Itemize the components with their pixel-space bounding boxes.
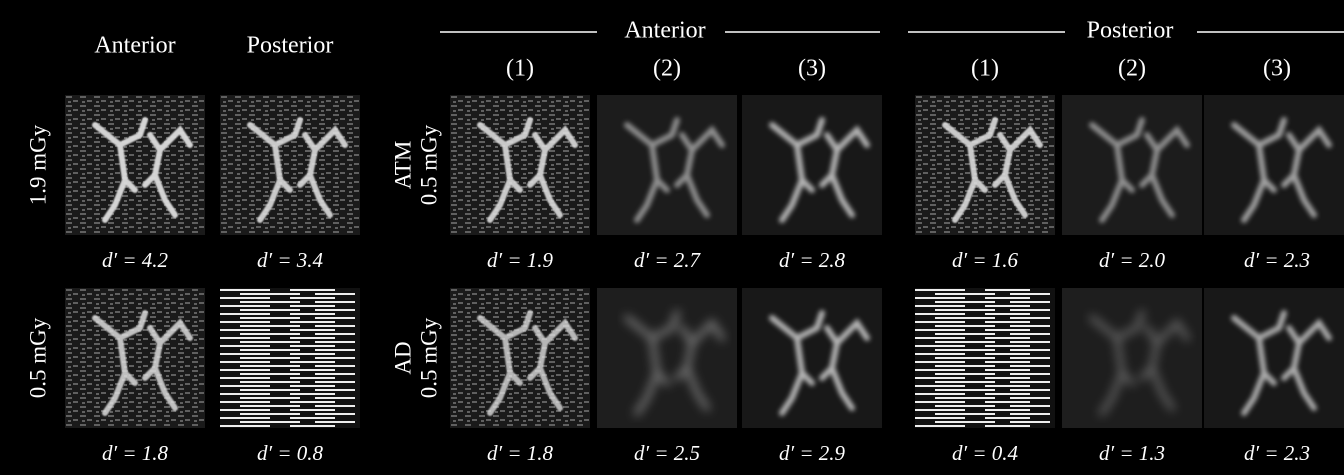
metric: d′ = 1.3 [1099, 441, 1165, 465]
image-panel [597, 95, 737, 235]
image-panel [65, 288, 205, 428]
image-panel [1062, 288, 1202, 428]
image-panel [1204, 288, 1344, 428]
image-panel [742, 288, 882, 428]
image-bg [597, 95, 737, 235]
metric: d′ = 1.8 [102, 441, 169, 465]
image-bg [65, 288, 205, 428]
metric: d′ = 2.9 [779, 441, 846, 465]
metric: d′ = 2.5 [634, 441, 700, 465]
group-header: Posterior [1087, 18, 1174, 44]
image-panel [450, 288, 590, 428]
row-method: AD [390, 341, 415, 374]
image-bg [597, 288, 737, 428]
image-bg [915, 288, 1055, 428]
image-bg [65, 95, 205, 235]
metric: d′ = 3.4 [257, 248, 324, 272]
metric: d′ = 1.9 [487, 248, 554, 272]
metric: d′ = 2.0 [1099, 248, 1166, 272]
image-panel [597, 288, 737, 428]
image-bg [742, 95, 882, 235]
metric: d′ = 2.3 [1244, 441, 1310, 465]
figure: Anterior Posterior 1.9 mGy d′ = 4.2 d′ = 3.4… [0, 0, 1344, 475]
image-bg [450, 288, 590, 428]
metric: d′ = 2.8 [779, 248, 846, 272]
row-label: 0.5 mGy [25, 317, 50, 398]
image-panel [742, 95, 882, 235]
image-panel [1204, 95, 1344, 235]
image-bg [1062, 288, 1202, 428]
image-bg [220, 95, 360, 235]
row-dose: 0.5 mGy [416, 317, 441, 398]
image-bg [915, 95, 1055, 235]
image-bg [1062, 95, 1202, 235]
image-panel [1062, 95, 1202, 235]
row-label: 1.9 mGy [25, 124, 50, 205]
column-header: (2) [1118, 56, 1146, 82]
image-panel [220, 288, 360, 428]
image-panel [915, 95, 1055, 235]
metric: d′ = 2.3 [1244, 248, 1310, 272]
metric: d′ = 0.4 [952, 441, 1019, 465]
column-header: Posterior [247, 33, 334, 59]
image-bg [742, 288, 882, 428]
column-header: (3) [1263, 56, 1291, 82]
image-bg [1204, 95, 1344, 235]
column-header: Anterior [94, 33, 175, 59]
column-header: (3) [798, 56, 826, 82]
image-panel [220, 95, 360, 235]
column-header: (2) [653, 56, 681, 82]
group-header: Anterior [624, 18, 705, 44]
image-bg [1204, 288, 1344, 428]
row-dose: 0.5 mGy [416, 124, 441, 205]
image-bg [220, 288, 360, 428]
image-bg [450, 95, 590, 235]
row-method: ATM [390, 141, 415, 190]
metric: d′ = 4.2 [102, 248, 169, 272]
image-panel [65, 95, 205, 235]
metric: d′ = 0.8 [257, 441, 324, 465]
metric: d′ = 1.6 [952, 248, 1019, 272]
column-header: (1) [506, 56, 534, 82]
image-panel [450, 95, 590, 235]
image-panel [915, 288, 1055, 428]
metric: d′ = 2.7 [634, 248, 702, 272]
column-header: (1) [971, 56, 999, 82]
metric: d′ = 1.8 [487, 441, 554, 465]
